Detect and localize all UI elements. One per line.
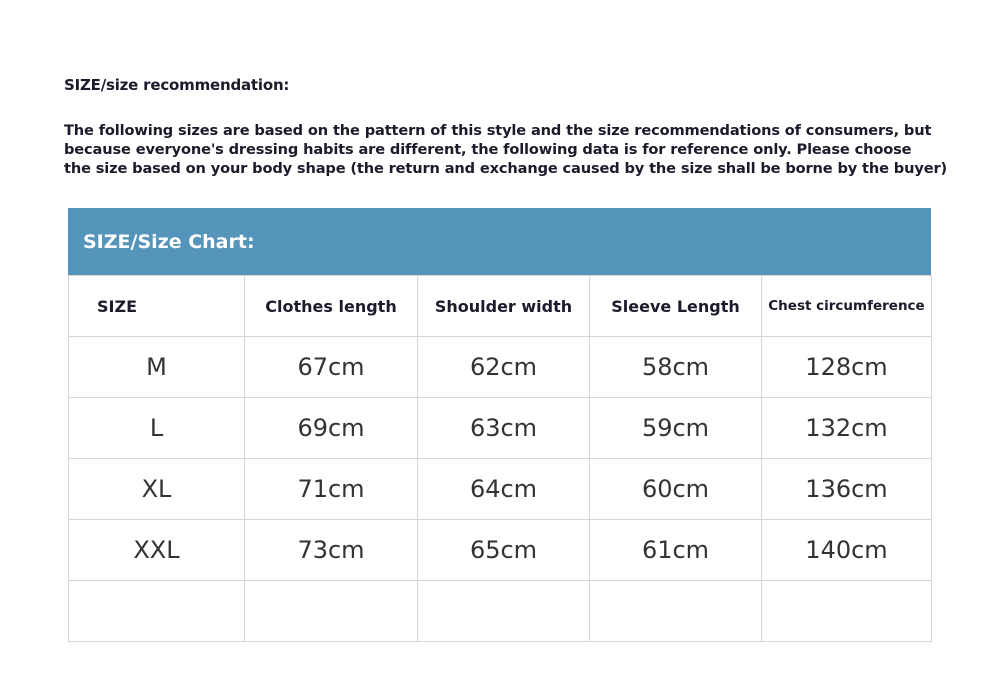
section-heading: SIZE/size recommendation:: [64, 76, 290, 94]
column-header: Sleeve Length: [589, 275, 762, 337]
table-cell: 69cm: [244, 397, 418, 459]
table-cell: [244, 580, 418, 642]
table-cell: XL: [68, 458, 245, 520]
table-cell: 71cm: [244, 458, 418, 520]
table-cell: 67cm: [244, 336, 418, 398]
column-header: Shoulder width: [417, 275, 590, 337]
table-row: L 69cm 63cm 59cm 132cm: [68, 397, 932, 459]
size-chart-title: SIZE/Size Chart:: [68, 208, 931, 275]
table-cell: 62cm: [417, 336, 590, 398]
size-chart: SIZE/Size Chart: SIZE Clothes length Shoul…: [68, 208, 932, 642]
table-cell: 59cm: [589, 397, 762, 459]
intro-line: the size based on your body shape (the r…: [64, 160, 948, 177]
table-cell: 61cm: [589, 519, 762, 581]
table-header-row: SIZE Clothes length Shoulder width Sleeve L…: [68, 275, 932, 337]
size-table: SIZE Clothes length Shoulder width Sleeve L…: [68, 275, 932, 642]
intro-line: The following sizes are based on the pat…: [64, 122, 932, 139]
table-cell: M: [68, 336, 245, 398]
table-row: XL 71cm 64cm 60cm 136cm: [68, 458, 932, 520]
table-cell: 65cm: [417, 519, 590, 581]
intro-line: because everyone's dressing habits are d…: [64, 141, 912, 158]
table-cell: 60cm: [589, 458, 762, 520]
table-cell: [68, 580, 245, 642]
table-row: M 67cm 62cm 58cm 128cm: [68, 336, 932, 398]
intro-text: The following sizes are based on the pat…: [64, 121, 948, 178]
table-cell: 140cm: [761, 519, 932, 581]
table-row: [68, 580, 932, 642]
table-row: XXL 73cm 65cm 61cm 140cm: [68, 519, 932, 581]
table-cell: 58cm: [589, 336, 762, 398]
table-cell: 64cm: [417, 458, 590, 520]
table-cell: [417, 580, 590, 642]
table-cell: XXL: [68, 519, 245, 581]
table-cell: [589, 580, 762, 642]
table-cell: [761, 580, 932, 642]
table-cell: 128cm: [761, 336, 932, 398]
table-cell: 136cm: [761, 458, 932, 520]
table-cell: 63cm: [417, 397, 590, 459]
column-header: Clothes length: [244, 275, 418, 337]
table-cell: L: [68, 397, 245, 459]
table-cell: 132cm: [761, 397, 932, 459]
column-header: Chest circumference: [761, 275, 932, 337]
column-header: SIZE: [68, 275, 245, 337]
table-cell: 73cm: [244, 519, 418, 581]
